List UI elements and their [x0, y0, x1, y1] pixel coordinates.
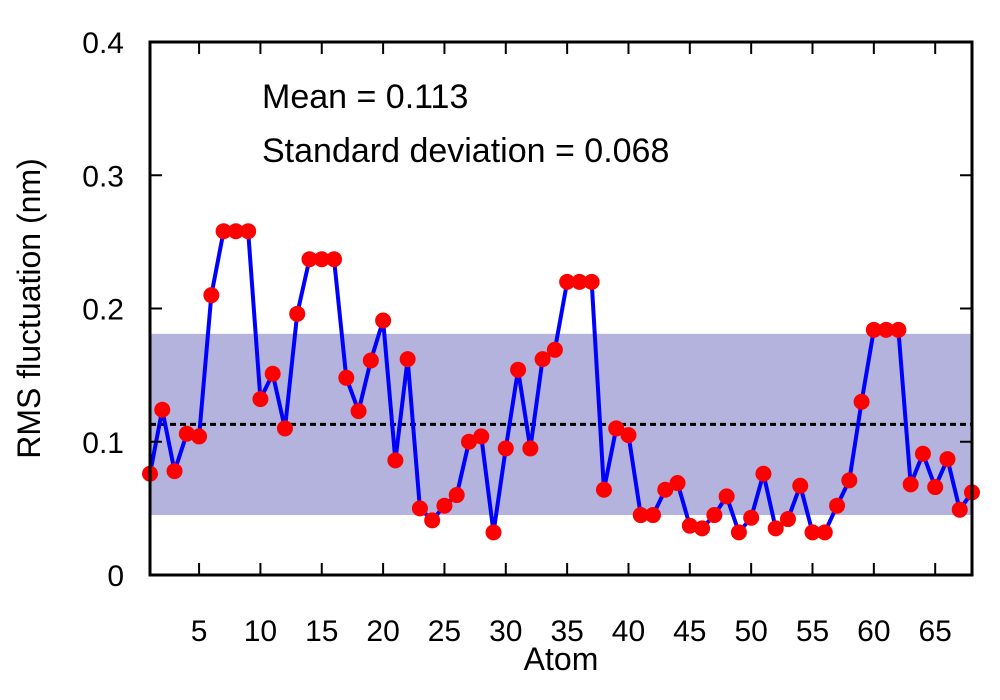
data-point: [411, 500, 428, 517]
data-point: [301, 251, 318, 268]
x-tick-label: 15: [305, 615, 338, 648]
data-point: [350, 403, 367, 420]
y-tick-label: 0: [107, 560, 124, 593]
data-point: [276, 420, 293, 437]
data-point: [583, 273, 600, 290]
data-point: [154, 401, 171, 418]
y-tick-label: 0.4: [82, 27, 124, 60]
x-tick-label: 35: [550, 615, 583, 648]
data-point: [362, 352, 379, 369]
data-point: [252, 391, 269, 408]
data-point: [657, 481, 674, 498]
data-point: [804, 524, 821, 541]
data-point: [608, 420, 625, 437]
data-point: [338, 369, 355, 386]
data-point: [436, 497, 453, 514]
data-point: [620, 427, 637, 444]
data-point: [510, 361, 527, 378]
x-tick-label: 10: [244, 615, 277, 648]
data-point: [534, 351, 551, 368]
data-point: [743, 509, 760, 526]
x-tick-label: 25: [428, 615, 461, 648]
x-axis-label: Atom: [524, 641, 599, 677]
data-point: [375, 312, 392, 329]
data-point: [853, 393, 870, 410]
data-point: [227, 223, 244, 240]
data-point: [767, 520, 784, 537]
data-point: [424, 512, 441, 529]
y-tick-label: 0.1: [82, 427, 124, 460]
data-point: [914, 445, 931, 462]
data-point: [289, 305, 306, 322]
data-point: [215, 223, 232, 240]
x-tick-label: 30: [489, 615, 522, 648]
x-tick-label: 20: [366, 615, 399, 648]
y-tick-label: 0.3: [82, 160, 124, 193]
data-point: [730, 524, 747, 541]
data-point: [264, 365, 281, 382]
data-point: [951, 501, 968, 518]
data-point: [473, 428, 490, 445]
x-tick-label: 65: [919, 615, 952, 648]
x-tick-label: 50: [734, 615, 767, 648]
data-point: [326, 251, 343, 268]
data-point: [645, 507, 662, 524]
std-annotation: Standard deviation = 0.068: [262, 132, 669, 170]
data-point: [632, 507, 649, 524]
data-point: [166, 463, 183, 480]
data-point: [546, 341, 563, 358]
x-tick-label: 55: [796, 615, 829, 648]
data-point: [890, 321, 907, 338]
data-point: [460, 433, 477, 450]
data-point: [669, 475, 686, 492]
mean-annotation: Mean = 0.113: [262, 78, 468, 116]
data-point: [927, 479, 944, 496]
data-point: [387, 452, 404, 469]
y-tick-label: 0.2: [82, 294, 124, 327]
data-point: [559, 273, 576, 290]
data-point: [902, 476, 919, 493]
data-point: [522, 440, 539, 457]
data-point: [399, 351, 416, 368]
data-point: [792, 477, 809, 494]
data-point: [240, 223, 257, 240]
data-point: [313, 251, 330, 268]
data-point: [779, 511, 796, 528]
data-point: [706, 507, 723, 524]
data-point: [939, 451, 956, 468]
data-point: [497, 440, 514, 457]
data-point: [571, 273, 588, 290]
data-point: [191, 428, 208, 445]
data-point: [816, 524, 833, 541]
data-point: [841, 472, 858, 489]
data-point: [178, 425, 195, 442]
data-point: [595, 481, 612, 498]
x-tick-label: 5: [191, 615, 208, 648]
data-point: [865, 321, 882, 338]
data-point: [681, 517, 698, 534]
y-axis-label: RMS fluctuation (nm): [11, 158, 47, 459]
data-point: [448, 487, 465, 504]
x-tick-label: 40: [612, 615, 645, 648]
data-point: [878, 321, 895, 338]
x-tick-label: 45: [673, 615, 706, 648]
data-point: [718, 488, 735, 505]
data-point: [755, 465, 772, 482]
x-tick-label: 60: [857, 615, 890, 648]
data-point: [829, 497, 846, 514]
data-point: [485, 524, 502, 541]
data-point: [694, 520, 711, 537]
data-point: [203, 287, 220, 304]
